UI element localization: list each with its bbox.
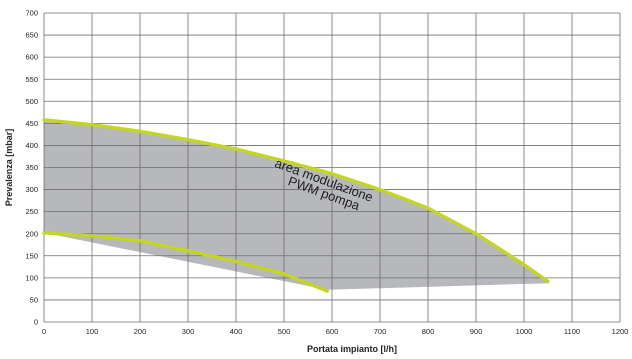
x-tick-label: 100: [86, 327, 99, 336]
y-tick-label: 400: [25, 141, 38, 150]
y-tick-label: 600: [25, 53, 38, 62]
x-tick-label: 1200: [612, 327, 629, 336]
x-tick-label: 300: [182, 327, 195, 336]
x-tick-label: 600: [326, 327, 339, 336]
x-axis-title: Portata impianto [l/h]: [307, 344, 397, 354]
tick-label-layer: 0 100 200 300 400 500 600 700 800 900 1000 1100 1200…: [25, 9, 628, 336]
curve-layer: [42, 118, 550, 293]
x-tick-label: 700: [374, 327, 387, 336]
x-tick-label: 1000: [516, 327, 533, 336]
y-tick-label: 700: [25, 9, 38, 18]
y-tick-label: 0: [34, 318, 38, 327]
x-tick-label: 200: [134, 327, 147, 336]
y-tick-label: 650: [25, 31, 38, 40]
y-tick-label: 100: [25, 273, 38, 282]
grid-layer: [43, 12, 621, 323]
y-axis-title: Prevalenza [mbar]: [4, 129, 14, 207]
y-tick-label: 500: [25, 97, 38, 106]
x-tick-label: 1100: [564, 327, 580, 336]
y-tick-label: 50: [30, 296, 38, 305]
max-curve-line: [42, 118, 550, 284]
y-tick-label: 550: [25, 75, 38, 84]
x-tick-label: 800: [422, 327, 435, 336]
y-tick-label: 250: [25, 207, 38, 216]
y-tick-label: 350: [25, 163, 38, 172]
x-tick-label: 400: [230, 327, 243, 336]
y-tick-label: 200: [25, 229, 38, 238]
min-curve-line: [42, 231, 329, 293]
x-tick-label: 0: [42, 327, 46, 336]
y-tick-label: 150: [25, 251, 38, 260]
y-tick-label: 450: [25, 119, 38, 128]
x-tick-label: 900: [470, 327, 483, 336]
y-tick-label: 300: [25, 185, 38, 194]
x-tick-label: 500: [278, 327, 291, 336]
